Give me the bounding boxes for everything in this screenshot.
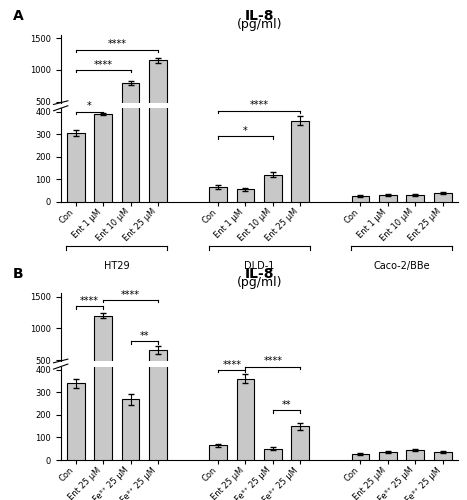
Bar [379, 195, 397, 202]
Bar [264, 126, 282, 134]
Text: *: * [87, 101, 92, 111]
Text: ****: **** [94, 60, 113, 70]
Bar [149, 312, 167, 460]
Text: ****: **** [250, 100, 269, 110]
Bar [67, 370, 85, 392]
Text: ****: **** [80, 296, 99, 306]
Bar [264, 388, 282, 392]
Bar [379, 452, 397, 460]
Text: A: A [13, 9, 24, 23]
Bar [291, 120, 309, 202]
Text: B: B [13, 267, 24, 281]
Bar [94, 108, 112, 134]
Bar [94, 190, 112, 460]
Bar [291, 426, 309, 460]
Bar [434, 390, 452, 392]
Bar [434, 452, 452, 460]
Bar [67, 114, 85, 134]
Text: ****: **** [263, 356, 283, 366]
Bar [237, 369, 255, 392]
Bar [406, 195, 424, 202]
Bar [94, 316, 112, 392]
Text: *: * [243, 126, 248, 136]
Bar [237, 379, 255, 460]
Bar [149, 0, 167, 202]
Bar [209, 446, 227, 460]
Bar [209, 130, 227, 134]
Bar [352, 390, 369, 392]
Bar [121, 374, 140, 392]
Bar [291, 110, 309, 134]
Bar [209, 187, 227, 202]
Text: (pg/ml): (pg/ml) [236, 276, 282, 289]
Bar [291, 382, 309, 392]
Bar [209, 388, 227, 392]
Bar [237, 130, 255, 134]
Text: HT29: HT29 [104, 260, 130, 270]
Bar [67, 133, 85, 202]
Bar [264, 174, 282, 202]
Bar [352, 132, 369, 134]
Bar [352, 196, 369, 202]
Bar [434, 131, 452, 134]
Bar [94, 114, 112, 202]
Text: IL-8: IL-8 [244, 9, 274, 23]
Bar [406, 389, 424, 392]
Text: ****: **** [121, 290, 140, 300]
Bar [434, 192, 452, 202]
Bar [121, 399, 140, 460]
Bar [406, 132, 424, 134]
Bar [352, 454, 369, 460]
Bar [67, 384, 85, 460]
Text: **: ** [140, 331, 149, 341]
Bar [379, 390, 397, 392]
Text: ****: **** [222, 360, 241, 370]
Text: Caco-2/BBe: Caco-2/BBe [373, 260, 430, 270]
Bar [264, 448, 282, 460]
Text: (pg/ml): (pg/ml) [236, 18, 282, 31]
Bar [379, 132, 397, 134]
Bar [237, 190, 255, 202]
Text: **: ** [282, 400, 291, 410]
Text: ****: **** [107, 40, 127, 50]
Bar [149, 350, 167, 392]
Bar [149, 60, 167, 134]
Bar [406, 450, 424, 460]
Text: DLD-1: DLD-1 [244, 260, 275, 270]
Bar [121, 82, 140, 134]
Bar [121, 22, 140, 202]
Text: IL-8: IL-8 [244, 267, 274, 281]
